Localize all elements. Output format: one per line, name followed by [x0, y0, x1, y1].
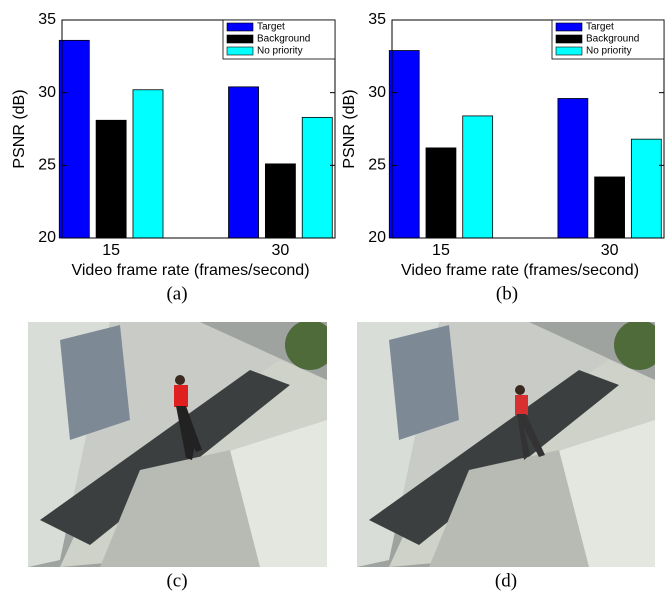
x-axis-label: Video frame rate (frames/second) [71, 262, 309, 279]
bar [59, 40, 89, 238]
legend-label: Target [586, 22, 614, 33]
y-axis-label: PSNR (dB) [341, 89, 358, 168]
y-tick-label: 20 [368, 229, 386, 246]
y-tick-label: 30 [368, 84, 386, 101]
legend-label: No priority [257, 46, 303, 57]
x-tick-label: 15 [102, 242, 120, 259]
caption: (b) [496, 283, 518, 304]
legend-label: No priority [586, 46, 632, 57]
bar [631, 139, 661, 238]
legend-swatch [556, 35, 582, 43]
x-tick-label: 30 [601, 242, 619, 259]
caption: (c) [166, 570, 187, 591]
bar [558, 98, 588, 238]
bar [302, 117, 332, 238]
legend-swatch [227, 47, 253, 55]
x-tick-label: 30 [272, 242, 290, 259]
legend-label: Background [257, 34, 310, 45]
legend-label: Target [257, 22, 285, 33]
legend-swatch [556, 23, 582, 31]
bar [265, 164, 295, 238]
x-axis-label: Video frame rate (frames/second) [401, 262, 639, 279]
legend-swatch [227, 23, 253, 31]
bar [133, 90, 163, 238]
x-tick-label: 15 [432, 242, 450, 259]
bar [595, 177, 625, 238]
legend-swatch [227, 35, 253, 43]
y-tick-label: 20 [38, 229, 56, 246]
legend-label: Background [586, 34, 639, 45]
caption: (d) [495, 570, 517, 591]
bar [426, 148, 456, 238]
y-tick-label: 25 [368, 157, 386, 174]
bar [389, 51, 419, 238]
caption: (a) [166, 283, 187, 304]
y-tick-label: 30 [38, 84, 56, 101]
bar [463, 116, 493, 238]
figure: 20 25 30 35 15 30 Video frame rate (frames/sec… [0, 0, 668, 597]
bar [229, 87, 259, 238]
y-tick-label: 35 [368, 11, 386, 28]
photo [357, 320, 664, 567]
bar [96, 120, 126, 238]
y-tick-label: 35 [38, 11, 56, 28]
photo [28, 320, 335, 567]
legend-swatch [556, 47, 582, 55]
y-tick-label: 25 [38, 157, 56, 174]
y-axis-label: PSNR (dB) [11, 89, 28, 168]
charts: 20 25 30 35 15 30 Video frame rate (frames/sec… [11, 11, 664, 279]
